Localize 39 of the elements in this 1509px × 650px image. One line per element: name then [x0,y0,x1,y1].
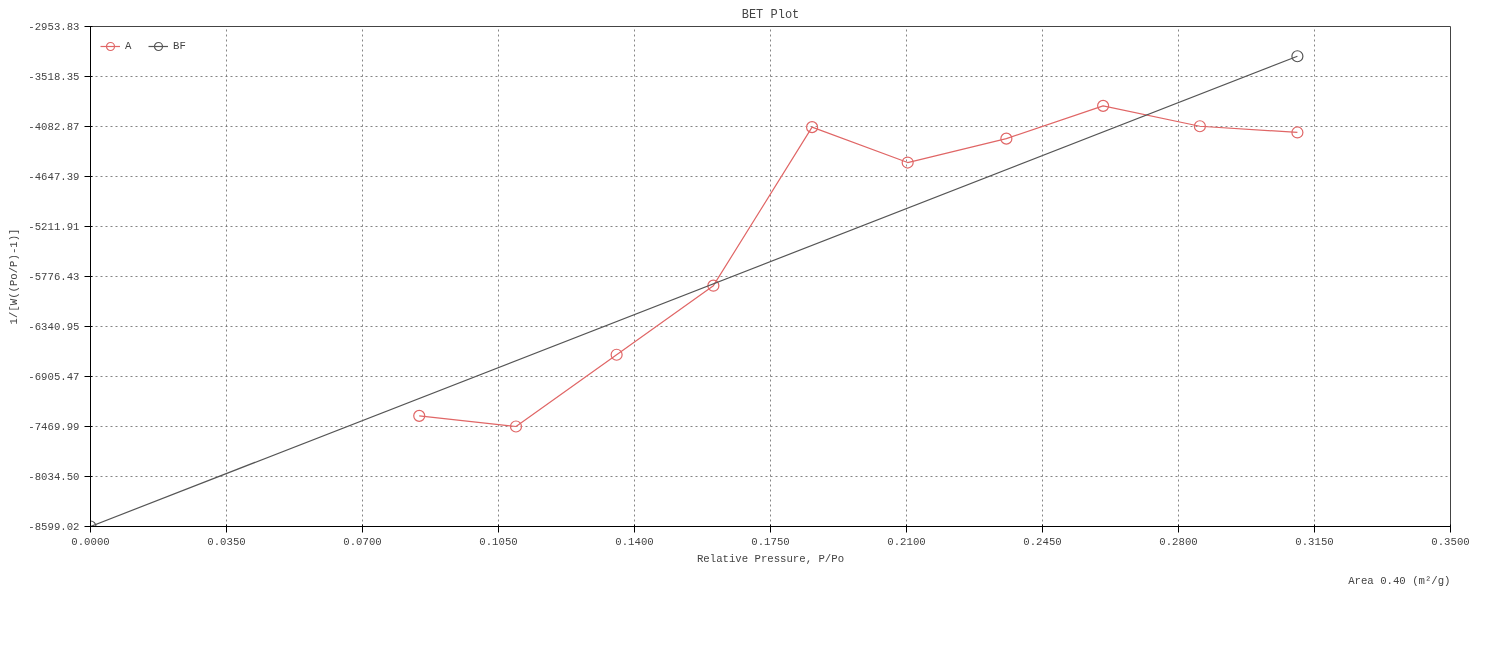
legend-label: A [125,40,133,52]
x-tick-label: 0.2450 [1023,535,1062,548]
x-tick-label: 0.1750 [751,535,790,548]
point [610,348,623,361]
y-tick-label: -2953.83 [28,21,80,33]
legend-label: BF [173,40,187,52]
x-tick-label: 0.0350 [207,535,246,548]
point [413,409,426,422]
point [707,279,720,292]
x-axis-title: Relative Pressure, P/Po [696,552,845,565]
y-tick-label: -8034.50 [28,471,80,483]
x-tick-label: 0.2100 [887,535,926,548]
x-tick-label: 0.0700 [343,535,382,548]
y-tick-label: -8599.02 [28,521,80,533]
point [805,121,819,134]
y-tick-label: -6340.95 [28,321,80,333]
point [1193,120,1206,133]
y-tick-label: -4647.39 [28,171,80,183]
x-tick-label: 0.1050 [479,535,518,548]
x-tick-label: 0.0000 [71,535,110,548]
x-tick-label: 0.1400 [615,535,654,548]
x-tick-label: 0.3150 [1295,535,1334,548]
point [1291,50,1304,63]
point [509,420,523,433]
y-tick-label: -5211.91 [28,221,80,233]
y-tick-label: -6905.47 [28,371,80,383]
point [1291,126,1304,139]
y-tick-label: -3518.35 [28,71,80,83]
y-tick-label: -7469.99 [28,421,80,433]
point [901,156,914,169]
y-tick-label: -5776.43 [28,271,80,283]
text: Area 0.40 (m²/g) [1348,574,1451,587]
y-tick-label: -4082.87 [28,121,80,133]
y-axis-title: 1/[W((Po/P)-1)] [8,228,21,325]
chart-title: BET Plot [741,7,800,22]
point [1000,132,1013,145]
point [1097,99,1110,112]
x-tick-label: 0.3500 [1431,535,1470,548]
x-tick-label: 0.2800 [1159,535,1198,548]
